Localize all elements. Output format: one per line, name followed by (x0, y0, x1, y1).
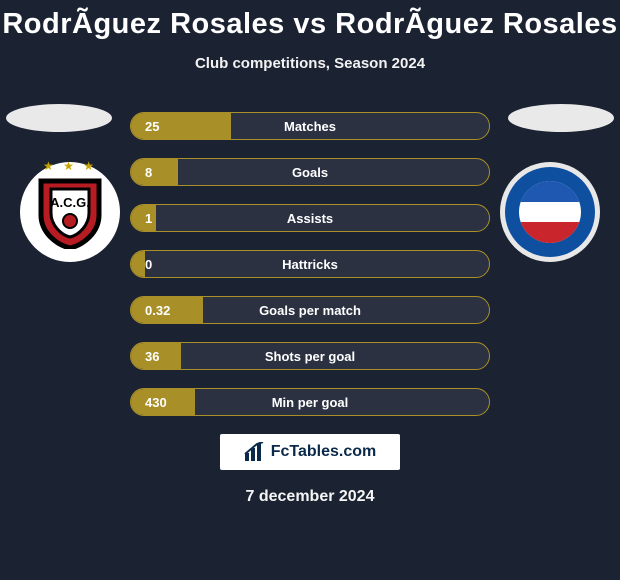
brand-text: FcTables.com (271, 443, 377, 461)
stat-row: 0Hattricks (130, 250, 490, 278)
stat-row: 25Matches (130, 112, 490, 140)
svg-text:A.C.G.: A.C.G. (50, 195, 90, 210)
page-title: RodrÃ­guez Rosales vs RodrÃ­guez Rosales (0, 0, 620, 41)
subtitle: Club competitions, Season 2024 (0, 55, 620, 72)
stat-row: 430Min per goal (130, 388, 490, 416)
stat-label: Assists (131, 205, 489, 233)
right-name-blob (508, 104, 614, 132)
stat-label: Min per goal (131, 389, 489, 417)
left-club-crest: ★ ★ ★ A.C.G. (20, 162, 120, 262)
stat-label: Goals (131, 159, 489, 187)
brand-chart-icon (244, 442, 266, 462)
comparison-panel: ★ ★ ★ A.C.G. 25Matches 8Goals 1Assists 0Hat… (0, 112, 620, 506)
left-name-blob (6, 104, 112, 132)
stats-list: 25Matches 8Goals 1Assists 0Hattricks 0.32Goa… (130, 112, 490, 416)
stat-row: 1Assists (130, 204, 490, 232)
acg-shield-icon: ★ ★ ★ A.C.G. (37, 175, 103, 249)
stat-row: 36Shots per goal (130, 342, 490, 370)
stat-label: Goals per match (131, 297, 489, 325)
stat-row: 0.32Goals per match (130, 296, 490, 324)
bahia-badge-icon (505, 167, 595, 257)
date-text: 7 december 2024 (0, 488, 620, 506)
stat-label: Hattricks (131, 251, 489, 279)
stat-label: Shots per goal (131, 343, 489, 371)
right-club-crest (500, 162, 600, 262)
stat-label: Matches (131, 113, 489, 141)
acg-stars-icon: ★ ★ ★ (37, 159, 103, 173)
brand-badge: FcTables.com (220, 434, 400, 470)
stat-row: 8Goals (130, 158, 490, 186)
